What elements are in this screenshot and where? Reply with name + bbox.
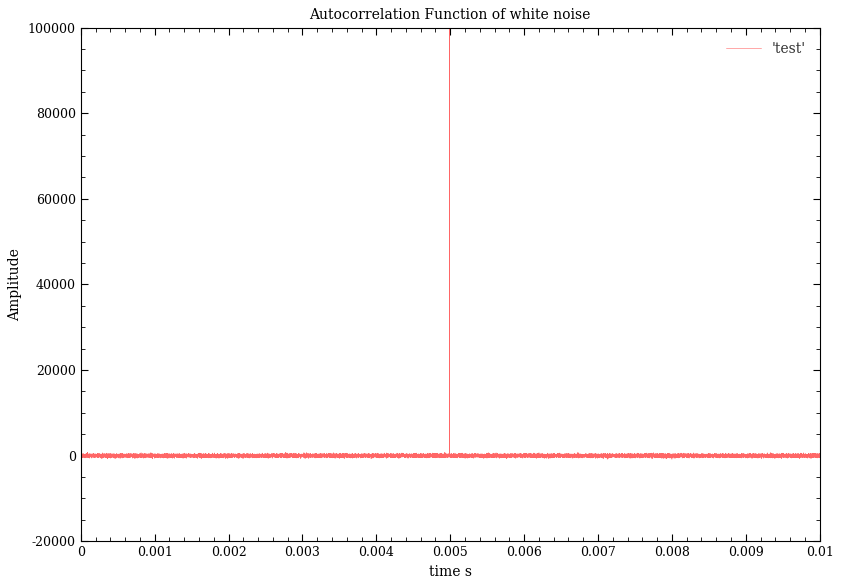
'test' <box>301 453 312 460</box>
Title: Autocorrelation Function of white noise: Autocorrelation Function of white noise <box>310 8 591 22</box>
'test' <box>445 24 455 31</box>
'test' <box>203 451 213 458</box>
Line: 'test': 'test' <box>81 28 820 459</box>
X-axis label: time s: time s <box>429 565 472 579</box>
Y-axis label: Amplitude: Amplitude <box>8 248 23 321</box>
'test' <box>76 453 86 460</box>
Legend: 'test': 'test' <box>719 35 813 62</box>
'test' <box>815 452 825 459</box>
'test' <box>516 453 526 460</box>
'test' <box>359 451 369 458</box>
'test' <box>774 454 784 461</box>
'test' <box>370 451 381 458</box>
'test' <box>602 456 612 463</box>
